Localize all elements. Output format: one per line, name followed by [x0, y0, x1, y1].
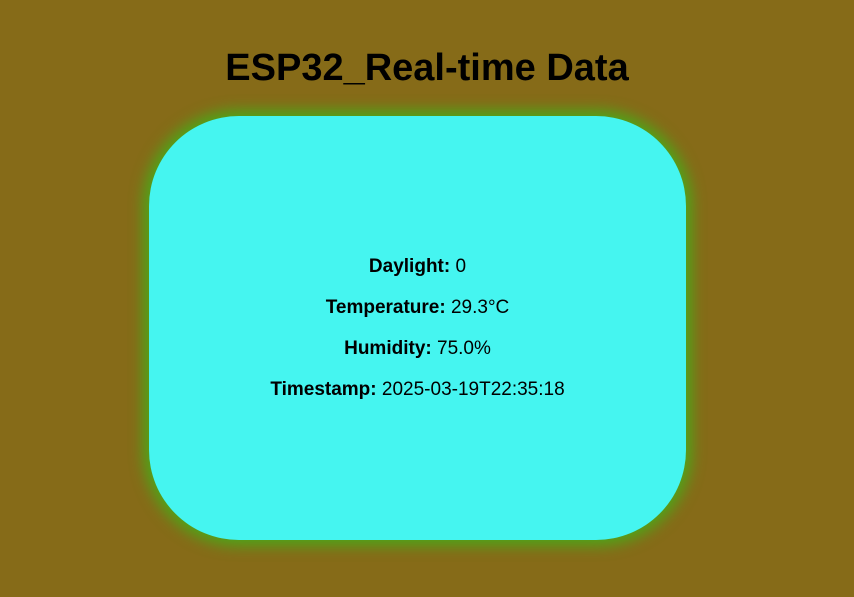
temperature-label: Temperature: [325, 296, 446, 318]
humidity-value: 75.0% [437, 337, 491, 359]
humidity-row: Humidity: 75.0% [344, 338, 491, 360]
timestamp-value: 2025-03-19T22:35:18 [381, 378, 565, 400]
timestamp-label: Timestamp: [270, 378, 377, 400]
daylight-value: 0 [455, 255, 467, 277]
temperature-value: 29.3°C [450, 296, 510, 318]
timestamp-row: Timestamp: 2025-03-19T22:35:18 [270, 379, 564, 401]
daylight-label: Daylight: [368, 255, 451, 277]
temperature-row: Temperature: 29.3°C [326, 297, 510, 319]
data-card: Daylight: 0 Temperature: 29.3°C Humidity… [149, 116, 686, 540]
page-title: ESP32_Real-time Data [225, 47, 629, 89]
humidity-label: Humidity: [344, 337, 432, 359]
daylight-row: Daylight: 0 [369, 256, 466, 278]
